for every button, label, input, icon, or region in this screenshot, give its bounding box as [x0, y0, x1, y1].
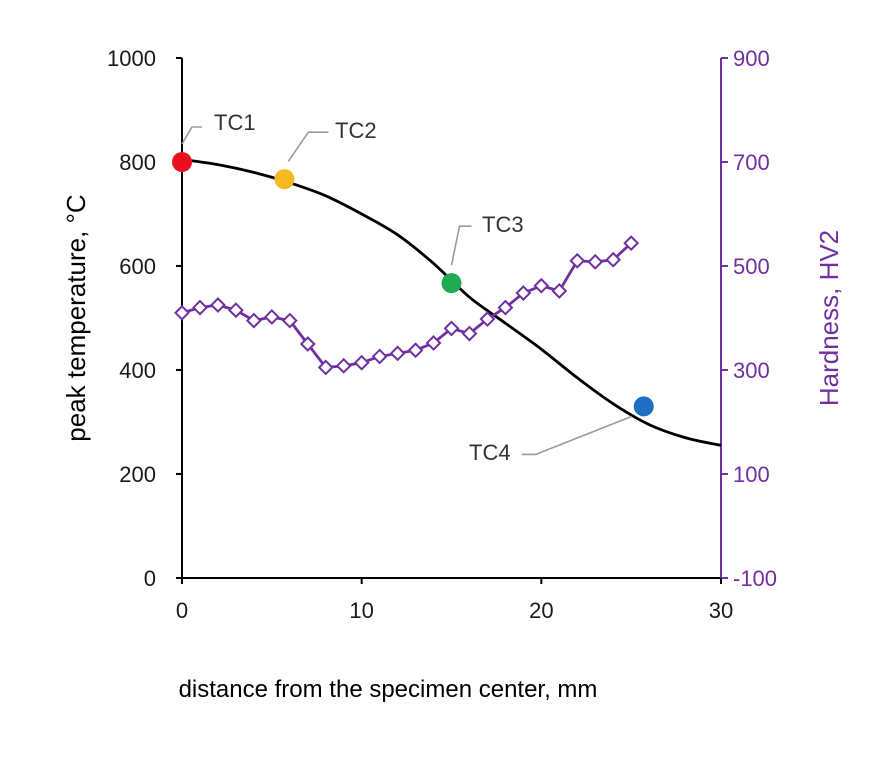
y2-tick-label: 900	[733, 46, 770, 71]
hardness-marker	[317, 359, 334, 376]
series-layer	[174, 158, 722, 447]
tc2-label: TC2	[335, 118, 377, 143]
y-tick-label: 600	[119, 254, 156, 279]
hardness-marker	[245, 312, 262, 329]
x-tick-label: 20	[529, 598, 553, 623]
y-tick-label: 400	[119, 358, 156, 383]
hardness-marker	[263, 309, 280, 325]
y2-ticks: -100 100 300 500 700 900	[721, 46, 777, 591]
hardness-marker	[299, 336, 316, 352]
hardness-marker	[192, 299, 208, 316]
hardness-marker	[443, 320, 460, 337]
hardness-line	[181, 242, 633, 369]
y-ticks: 0 200 400 600 800 1000	[107, 46, 182, 591]
tc2-marker	[274, 169, 295, 190]
hardness-marker	[371, 348, 388, 365]
y2-tick-label: 300	[733, 358, 770, 383]
tc1-leader-line	[181, 126, 202, 145]
hardness-marker	[461, 325, 478, 342]
hardness-marker	[515, 285, 532, 301]
y2-tick-label: 100	[733, 462, 770, 487]
tc2-leader-line	[287, 131, 329, 162]
thermocouple-points: TC1 TC2 TC3 TC4	[172, 110, 654, 465]
hardness-marker	[210, 297, 226, 313]
y-tick-label: 200	[119, 462, 156, 487]
x-tick-label: 10	[349, 598, 373, 623]
y2-tick-label: -100	[733, 566, 777, 591]
tc4-label: TC4	[469, 440, 511, 465]
hardness-marker	[497, 299, 514, 316]
hardness-marker	[389, 345, 406, 362]
hardness-marker	[174, 304, 190, 321]
hardness-marker	[407, 342, 424, 359]
tc3-leader-line	[450, 225, 472, 266]
hardness-marker	[335, 357, 352, 374]
hardness-marker	[551, 283, 568, 299]
tc3-label: TC3	[482, 212, 524, 237]
hardness-marker	[533, 277, 550, 294]
y-tick-label: 1000	[107, 46, 156, 71]
hardness-marker	[425, 335, 442, 351]
hardness-marker	[281, 312, 298, 329]
tc4-marker	[633, 396, 654, 417]
x-tick-label: 0	[176, 598, 188, 623]
hardness-marker	[587, 253, 604, 270]
tc1-marker	[172, 152, 192, 172]
y-axis-title: peak temperature, °C	[61, 194, 91, 441]
tc1-label: TC1	[214, 110, 256, 135]
y2-tick-label: 500	[733, 254, 770, 279]
hardness-marker	[623, 235, 640, 252]
y-tick-label: 800	[119, 150, 156, 175]
y2-tick-label: 700	[733, 150, 770, 175]
hardness-marker	[569, 252, 586, 269]
tc3-marker	[441, 273, 462, 294]
x-axis-title: distance from the specimen center, mm	[179, 676, 598, 703]
hardness-marker	[353, 354, 370, 371]
x-tick-label: 30	[709, 598, 733, 623]
hardness-marker	[479, 311, 496, 327]
x-ticks: 0 10 20 30	[176, 578, 733, 623]
hardness-marker	[227, 302, 244, 319]
hardness-marker	[605, 251, 622, 268]
y2-axis-title: Hardness, HV2	[814, 230, 844, 406]
y-tick-label: 0	[144, 566, 156, 591]
tc4-leader-line	[521, 415, 633, 456]
